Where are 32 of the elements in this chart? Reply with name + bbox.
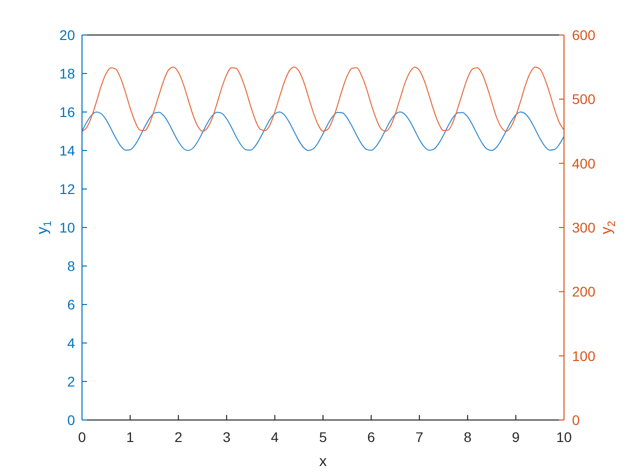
x-tick-label: 7: [416, 428, 424, 445]
y-tick-label: 8: [67, 258, 76, 274]
x-tick-label: 10: [556, 428, 572, 445]
line-series: [82, 66, 564, 132]
x-tick-label: 2: [174, 428, 182, 445]
y2-tick-label: 0: [572, 412, 580, 428]
y-tick-label: 12: [59, 180, 76, 197]
y2-tick-label: 200: [572, 284, 596, 300]
y-tick-label: 10: [59, 219, 76, 236]
x-tick-label: 0: [78, 428, 86, 445]
x-tick-label: 8: [464, 428, 472, 445]
y-tick-label: 2: [67, 373, 76, 390]
y-tick-label: 16: [59, 104, 76, 120]
x-tick-label: 5: [319, 428, 328, 445]
x-tick-label: 4: [270, 428, 279, 445]
x-tick-label: 9: [512, 428, 520, 445]
y-tick-label: 6: [67, 296, 76, 312]
y2-tick-label: 500: [572, 91, 596, 108]
x-axis-title: x: [319, 452, 328, 470]
y2-tick-label: 600: [572, 26, 596, 43]
y2-tick-label: 100: [572, 348, 596, 364]
y2-tick-label: 400: [572, 155, 596, 172]
y-tick-label: 4: [67, 334, 76, 351]
x-tick-label: 6: [367, 428, 376, 445]
y-tick-label: 14: [59, 142, 76, 158]
y-tick-label: 18: [59, 65, 76, 82]
y-tick-label: 20: [59, 26, 76, 43]
y-tick-label: 0: [67, 412, 76, 428]
line-series: [82, 112, 564, 151]
x-tick-label: 1: [126, 428, 134, 445]
x-tick-label: 3: [222, 428, 231, 445]
y2-tick-label: 300: [572, 219, 596, 236]
